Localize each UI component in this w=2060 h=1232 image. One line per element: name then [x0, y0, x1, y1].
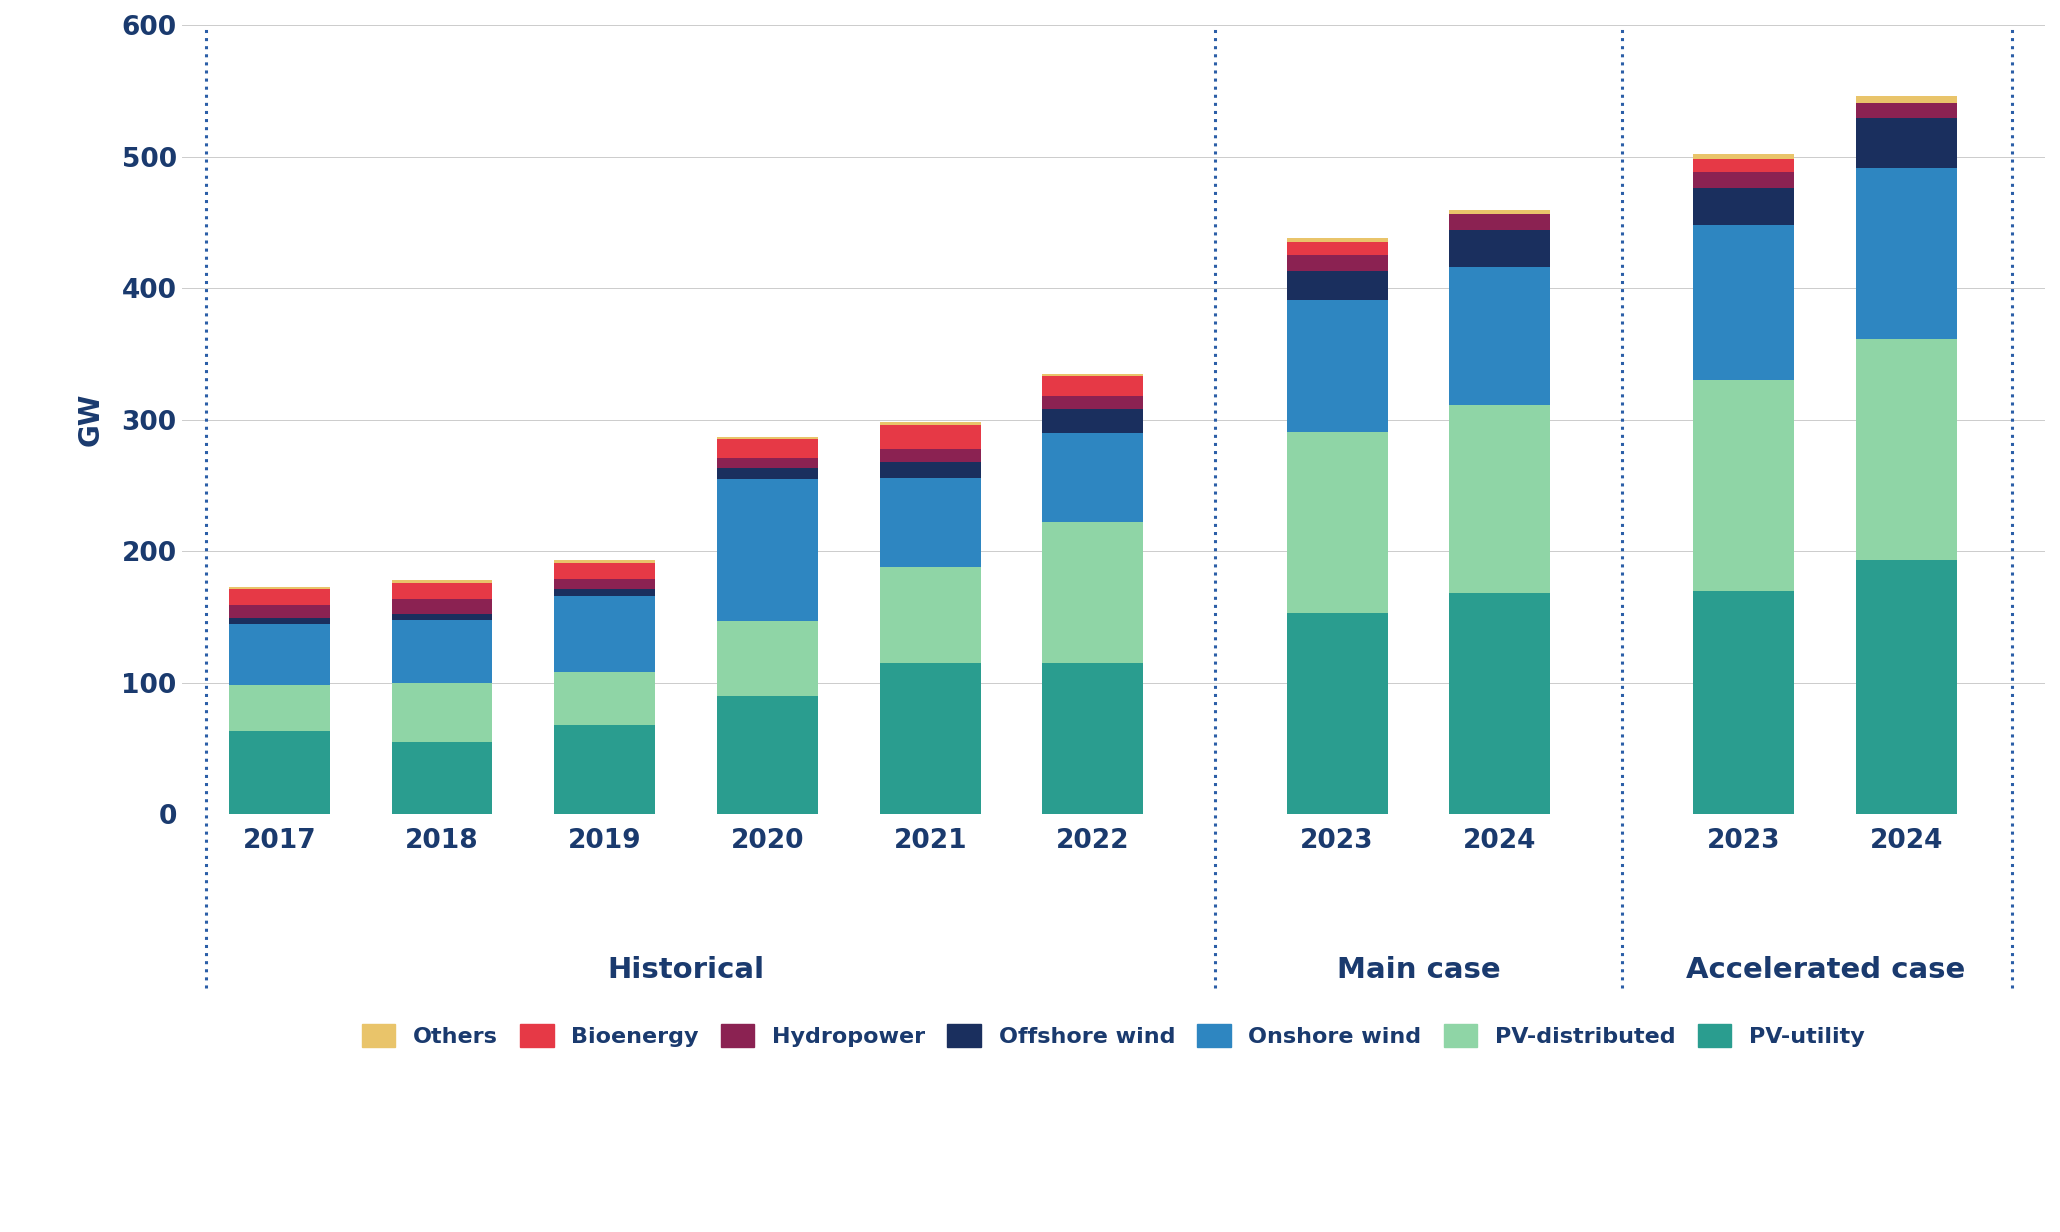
- Bar: [229, 685, 330, 732]
- Bar: [1288, 614, 1388, 814]
- Text: Main case: Main case: [1337, 956, 1500, 984]
- Bar: [880, 425, 981, 448]
- Bar: [880, 663, 981, 814]
- Bar: [1042, 376, 1143, 395]
- Bar: [1450, 594, 1551, 814]
- Bar: [554, 563, 655, 579]
- Bar: [229, 589, 330, 605]
- Bar: [1693, 381, 1794, 590]
- Bar: [1450, 211, 1551, 214]
- Bar: [1856, 118, 1957, 169]
- Bar: [554, 596, 655, 673]
- Text: Accelerated case: Accelerated case: [1685, 956, 1965, 984]
- Bar: [880, 462, 981, 478]
- Bar: [554, 561, 655, 563]
- Bar: [1693, 590, 1794, 814]
- Bar: [1693, 154, 1794, 159]
- Bar: [717, 440, 818, 458]
- Bar: [229, 618, 330, 623]
- Bar: [391, 620, 492, 683]
- Bar: [717, 621, 818, 696]
- Bar: [1042, 395, 1143, 409]
- Bar: [391, 583, 492, 599]
- Bar: [717, 479, 818, 621]
- Bar: [1450, 405, 1551, 594]
- Bar: [1288, 238, 1388, 241]
- Bar: [1042, 409, 1143, 432]
- Bar: [554, 724, 655, 814]
- Y-axis label: GW: GW: [76, 393, 105, 446]
- Bar: [717, 437, 818, 440]
- Bar: [880, 478, 981, 567]
- Bar: [1042, 432, 1143, 522]
- Bar: [880, 567, 981, 663]
- Bar: [880, 448, 981, 462]
- Bar: [554, 579, 655, 589]
- Bar: [1856, 561, 1957, 814]
- Bar: [1042, 663, 1143, 814]
- Text: Historical: Historical: [608, 956, 764, 984]
- Bar: [1042, 373, 1143, 376]
- Bar: [1288, 299, 1388, 431]
- Bar: [717, 468, 818, 479]
- Bar: [229, 605, 330, 618]
- Bar: [391, 580, 492, 583]
- Legend: Others, Bioenergy, Hydropower, Offshore wind, Onshore wind, PV-distributed, PV-u: Others, Bioenergy, Hydropower, Offshore …: [352, 1015, 1873, 1056]
- Bar: [391, 742, 492, 814]
- Bar: [1693, 188, 1794, 225]
- Bar: [229, 732, 330, 814]
- Bar: [1288, 271, 1388, 299]
- Bar: [1042, 522, 1143, 663]
- Bar: [391, 599, 492, 615]
- Bar: [391, 615, 492, 620]
- Bar: [229, 586, 330, 589]
- Bar: [717, 458, 818, 468]
- Bar: [717, 696, 818, 814]
- Bar: [391, 683, 492, 742]
- Bar: [1450, 267, 1551, 405]
- Bar: [229, 623, 330, 685]
- Bar: [554, 589, 655, 596]
- Bar: [1693, 159, 1794, 172]
- Bar: [554, 673, 655, 724]
- Bar: [1693, 172, 1794, 188]
- Bar: [880, 423, 981, 425]
- Bar: [1288, 431, 1388, 614]
- Bar: [1450, 230, 1551, 267]
- Bar: [1288, 255, 1388, 271]
- Bar: [1856, 96, 1957, 102]
- Bar: [1856, 169, 1957, 340]
- Bar: [1856, 340, 1957, 561]
- Bar: [1450, 214, 1551, 230]
- Bar: [1288, 241, 1388, 255]
- Bar: [1693, 225, 1794, 381]
- Bar: [1856, 102, 1957, 118]
